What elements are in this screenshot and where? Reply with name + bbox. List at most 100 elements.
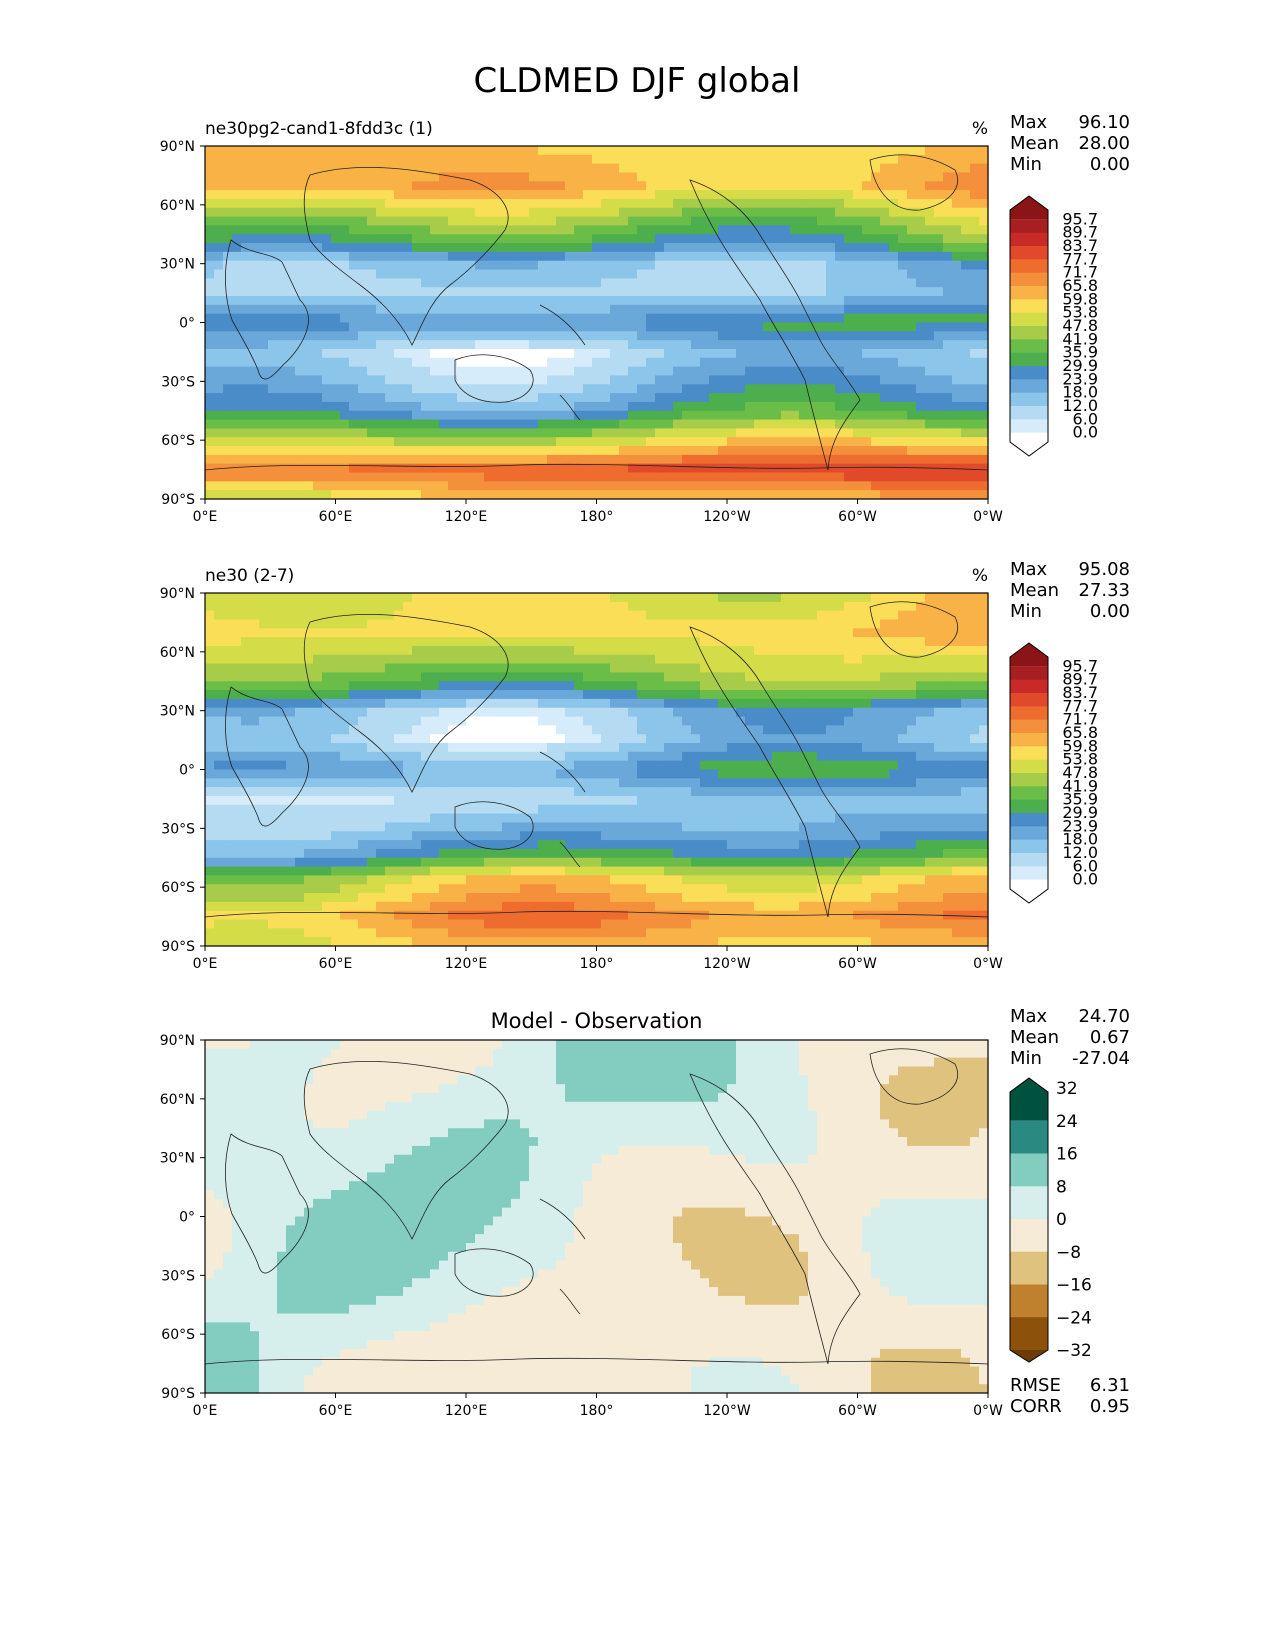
y-tick-label: 30°N: [160, 704, 195, 720]
stat-label: Mean: [1010, 133, 1059, 154]
x-tick-label: 120°E: [445, 956, 488, 972]
stat-label: Max: [1010, 559, 1048, 580]
colorbar-swatch: [1010, 813, 1048, 827]
x-tick-label: 120°W: [703, 956, 751, 972]
colorbar-outline: [1009, 642, 1049, 904]
x-tick-label: 120°W: [703, 509, 751, 525]
panel-title: ne30 (2-7): [205, 566, 294, 586]
colorbar-tick-label: 89.7: [1062, 223, 1098, 242]
colorbar-tick-label: 32: [1056, 1079, 1078, 1099]
y-tick-label: 30°S: [161, 821, 195, 837]
colorbar-swatch: [1010, 1120, 1048, 1154]
colorbar-tick-label: 6.0: [1073, 409, 1098, 428]
y-tick-label: 60°S: [161, 433, 195, 449]
colorbar-tick-label: 23.9: [1062, 816, 1098, 835]
panel-title: ne30pg2-cand1-8fdd3c (1): [205, 119, 433, 139]
coastline-segment: [204, 1357, 989, 1365]
coastline-segment: [204, 910, 989, 918]
colorbar-swatch: [1010, 799, 1048, 814]
colorbar-tick-label: 71.7: [1062, 263, 1098, 282]
colorbar-swatch: [1010, 366, 1048, 380]
colorbar-tick-label: 53.8: [1062, 750, 1098, 769]
colorbar-swatch: [1010, 1186, 1048, 1220]
colorbar-swatch: [1010, 196, 1048, 220]
colorbar-tick-label: 0.0: [1073, 870, 1098, 889]
colorbar-tick-label: −32: [1056, 1341, 1092, 1361]
colorbar: 0.06.012.018.023.929.935.941.947.853.859…: [1009, 642, 1098, 904]
coastline-segment: [869, 154, 958, 211]
units-label: %: [972, 566, 988, 586]
figure-title: CLDMED DJF global: [474, 61, 801, 101]
colorbar-swatch: [1010, 392, 1048, 407]
colorbar-swatch: [1010, 246, 1048, 260]
colorbar-swatch: [1010, 232, 1048, 247]
colorbar-tick-label: −8: [1056, 1243, 1081, 1263]
colorbar-tick-label: 59.8: [1062, 289, 1098, 308]
colorbar-swatch: [1010, 746, 1048, 761]
colorbar-tick-label: 47.8: [1062, 316, 1098, 335]
contour-field: [205, 593, 989, 947]
contour-field: [205, 1040, 989, 1394]
panels: ne30pg2-cand1-8fdd3c (1) % 90°N 60°N 30°N 0° 3…: [160, 112, 1130, 1419]
y-tick-label: 60°N: [160, 645, 195, 661]
colorbar-swatch: [1010, 1078, 1048, 1121]
coastline-segment: [225, 239, 309, 380]
colorbar-tick-label: 0: [1056, 1210, 1067, 1230]
colorbar-tick-label: 35.9: [1062, 343, 1098, 362]
stat-value: 24.70: [1078, 1006, 1130, 1027]
coastlines: [204, 1048, 989, 1365]
coastline-segment: [689, 179, 861, 471]
coastline-segment: [303, 613, 509, 793]
colorbar-swatch: [1010, 286, 1048, 300]
colorbar-tick-label: 8: [1056, 1177, 1067, 1197]
colorbar-swatch: [1010, 299, 1048, 314]
coastline-segment: [204, 463, 989, 471]
y-tick-label: 0°: [179, 1210, 195, 1226]
stat-value: -27.04: [1072, 1048, 1130, 1069]
map-panel-3: Model - Observation 90°N 60°N 30°N 0° 30°S 60°…: [160, 1006, 1130, 1419]
colorbar-swatch: [1010, 1284, 1048, 1318]
stat-value: 96.10: [1078, 112, 1130, 133]
y-tick-label: 30°N: [160, 257, 195, 273]
coastline-segment: [869, 601, 958, 658]
stat-value: 6.31: [1090, 1375, 1130, 1396]
colorbar-swatch: [1010, 679, 1048, 694]
coastline-segment: [689, 626, 861, 918]
colorbar-swatch: [1010, 643, 1048, 667]
colorbar-tick-label: 12.0: [1062, 843, 1098, 862]
colorbar-tick-label: 41.9: [1062, 776, 1098, 795]
x-tick-label: 60°W: [838, 509, 877, 525]
y-tick-label: 60°N: [160, 198, 195, 214]
stat-value: 0.95: [1090, 1396, 1130, 1417]
colorbar-swatch: [1010, 406, 1048, 420]
colorbar-swatch: [1010, 826, 1048, 841]
stat-value: 0.00: [1090, 154, 1130, 175]
colorbar-tick-label: 23.9: [1062, 369, 1098, 388]
x-tick-label: 60°W: [838, 1403, 877, 1419]
map-panel-2: ne30 (2-7) % 90°N 60°N 30°N 0° 30°S 60°S 90°S0°E…: [160, 559, 1130, 972]
stat-value: 95.08: [1078, 559, 1130, 580]
colorbar-swatch: [1010, 759, 1048, 774]
colorbar-tick-label: 83.7: [1062, 236, 1098, 255]
y-tick-label: 0°: [179, 763, 195, 779]
colorbar-swatch: [1010, 773, 1048, 787]
colorbar-tick-label: 29.9: [1062, 803, 1098, 822]
coastlines: [204, 601, 989, 918]
colorbar: 32 24 16 8 0 −8 −16 −24 −32: [1009, 1077, 1092, 1363]
colorbar-tick-label: 53.8: [1062, 303, 1098, 322]
colorbar-swatch: [1010, 352, 1048, 367]
panel-title: Model - Observation: [491, 1009, 703, 1033]
stat-value: 0.00: [1090, 601, 1130, 622]
colorbar-tick-label: 12.0: [1062, 396, 1098, 415]
x-tick-label: 0°W: [973, 509, 1003, 525]
colorbar-outline: [1009, 1077, 1049, 1363]
x-tick-label: 180°: [580, 956, 614, 972]
colorbar-swatch: [1010, 339, 1048, 354]
y-tick-label: 30°S: [161, 374, 195, 390]
coastline-segment: [539, 1198, 586, 1315]
stat-label: Max: [1010, 1006, 1048, 1027]
coastline-segment: [454, 1248, 534, 1297]
y-tick-label: 90°S: [161, 1386, 195, 1402]
colorbar-tick-label: 47.8: [1062, 763, 1098, 782]
